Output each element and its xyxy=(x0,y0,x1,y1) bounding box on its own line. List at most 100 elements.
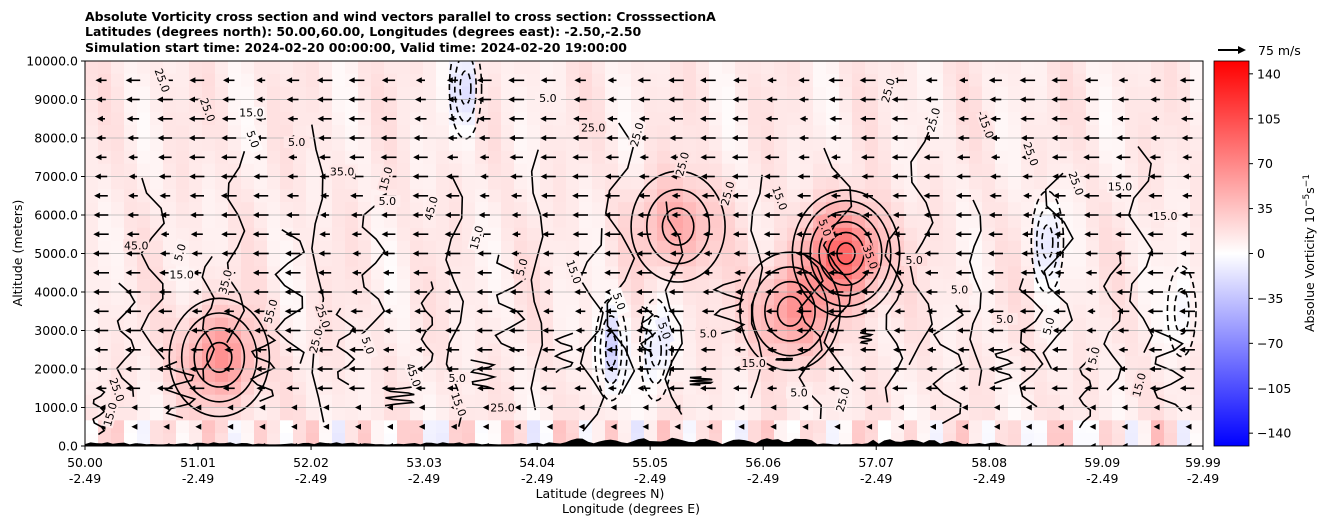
field-cell xyxy=(1060,86,1074,101)
field-cell xyxy=(1190,227,1203,242)
wind-vector-head xyxy=(223,77,229,84)
field-cell xyxy=(1086,125,1100,139)
field-cell xyxy=(501,112,515,126)
field-cell xyxy=(748,176,762,190)
field-cell xyxy=(241,86,255,101)
wind-vector-head xyxy=(94,173,101,180)
field-cell xyxy=(293,317,307,332)
field-cell xyxy=(358,215,372,229)
contour-label-bg xyxy=(106,375,128,404)
field-cell xyxy=(280,86,294,101)
field-cell xyxy=(1021,433,1035,446)
field-cell xyxy=(787,343,801,357)
field-cell xyxy=(254,176,268,190)
field-cell xyxy=(1099,240,1113,255)
field-cell xyxy=(488,73,502,88)
field-cell xyxy=(982,86,996,101)
field-cell xyxy=(189,317,203,332)
wind-vector-head xyxy=(956,308,963,315)
field-cell xyxy=(1125,86,1139,101)
field-cell xyxy=(800,138,814,152)
wind-vector-head xyxy=(927,346,933,353)
wind-vector-head xyxy=(701,308,708,315)
colorbar-tick-label: 0 xyxy=(1257,246,1265,261)
field-cell xyxy=(163,138,177,152)
field-cell xyxy=(1073,61,1087,75)
field-cell xyxy=(696,407,710,421)
contour-label: 35.0 xyxy=(216,268,235,295)
field-cell xyxy=(774,394,788,409)
wind-vector-head xyxy=(607,385,614,392)
field-cell xyxy=(839,343,853,357)
wind-vector-head xyxy=(1148,346,1155,353)
field-cell xyxy=(436,112,450,126)
field-cell xyxy=(761,407,775,421)
field-cell xyxy=(332,266,346,280)
field-cell xyxy=(709,99,723,113)
field-cell xyxy=(865,86,879,101)
field-cell xyxy=(410,317,424,332)
wind-vector-head xyxy=(291,404,298,411)
field-cell xyxy=(358,150,372,165)
field-cell xyxy=(982,227,996,242)
field-cell xyxy=(670,61,684,75)
field-cell xyxy=(98,215,112,229)
x-axis-label-latitude: Latitude (degrees N) xyxy=(536,486,665,501)
field-cell xyxy=(371,125,385,139)
field-cell xyxy=(540,202,554,216)
field-cell xyxy=(592,330,606,344)
wind-vector-head xyxy=(1020,269,1027,276)
x-tick-label-latitude: 55.05 xyxy=(632,455,668,470)
field-cell xyxy=(384,407,398,421)
contour-label: 25.0 xyxy=(581,121,606,134)
field-cell xyxy=(1008,394,1022,409)
wind-vector-head xyxy=(925,96,932,103)
field-cell xyxy=(969,420,983,434)
contour-label-bg xyxy=(695,327,722,340)
field-cell xyxy=(1125,407,1139,421)
field-cell xyxy=(592,138,606,152)
field-cell xyxy=(280,61,294,75)
contour-line xyxy=(764,280,816,342)
wind-vector-head xyxy=(959,385,966,392)
contour-label: 25.0 xyxy=(834,386,853,413)
field-cell xyxy=(332,330,346,344)
field-cell xyxy=(241,163,255,178)
field-cell xyxy=(1099,150,1113,165)
field-cell xyxy=(267,176,281,190)
field-cell xyxy=(774,369,788,383)
field-cell xyxy=(1164,279,1178,293)
field-cell xyxy=(722,253,736,267)
field-cell xyxy=(969,215,983,229)
field-cell xyxy=(735,253,749,267)
field-cell xyxy=(254,292,268,306)
field-cell xyxy=(813,73,827,88)
field-cell xyxy=(111,253,125,267)
wind-vector-head xyxy=(125,346,131,353)
wind-vector-head xyxy=(958,115,965,122)
wind-vector-head xyxy=(604,231,611,238)
wind-vector-head xyxy=(450,423,457,430)
field-cell xyxy=(410,292,424,306)
wind-vector-head xyxy=(828,250,835,257)
field-cell xyxy=(969,394,983,409)
field-cell xyxy=(1177,176,1191,190)
field-cell xyxy=(1086,163,1100,178)
field-cell xyxy=(410,215,424,229)
field-cell xyxy=(85,150,99,165)
x-axis: 50.00-2.4951.01-2.4952.02-2.4953.03-2.49… xyxy=(67,446,1221,486)
contour-label-bg xyxy=(627,120,646,149)
field-cell xyxy=(85,253,99,267)
field-cell xyxy=(449,215,463,229)
wind-vector-head xyxy=(128,173,135,180)
wind-vector-head xyxy=(863,231,870,238)
field-cell xyxy=(878,163,892,178)
field-cell xyxy=(436,125,450,139)
wind-vector-head xyxy=(930,423,936,430)
field-cell xyxy=(683,356,697,370)
field-cell xyxy=(306,253,320,267)
field-cell xyxy=(605,176,619,190)
field-cell xyxy=(384,433,398,446)
field-cell xyxy=(787,99,801,113)
field-cell xyxy=(1099,394,1113,409)
